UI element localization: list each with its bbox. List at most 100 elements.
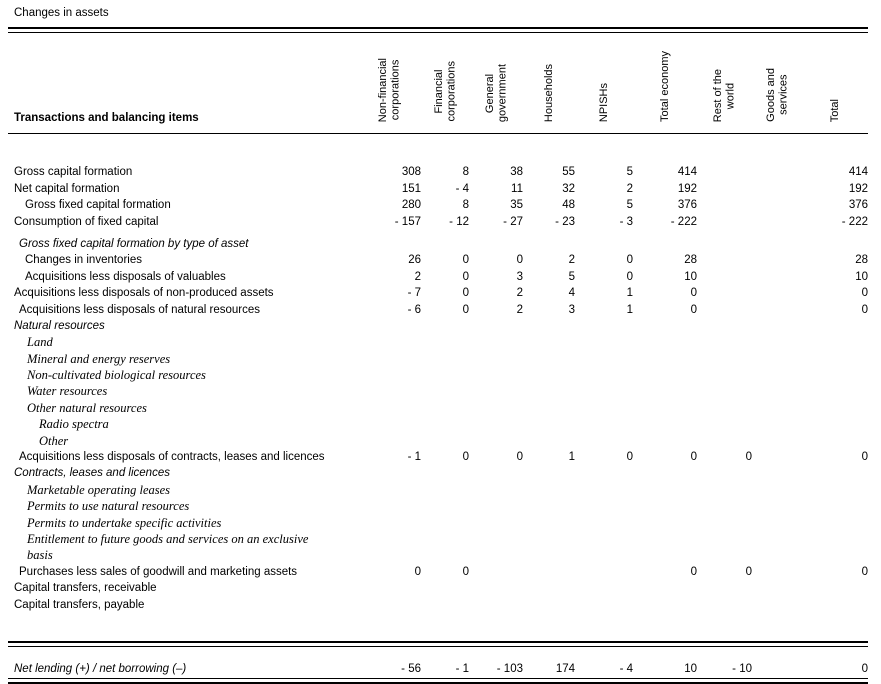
row-label: Gross capital formation: [14, 166, 133, 179]
cell-value: 0: [462, 287, 469, 300]
table-row: Capital transfers, receivable: [8, 579, 868, 595]
row-label: Water resources: [27, 384, 108, 399]
cell-value: [523, 317, 575, 333]
cell-value: [697, 415, 752, 431]
cell-value: [469, 349, 523, 365]
cell-value: [752, 431, 803, 447]
cell-value: [421, 398, 469, 414]
cell-value: [633, 333, 697, 349]
cell-value: 2: [626, 182, 633, 195]
cell-value: [469, 579, 523, 595]
cell-value: [697, 134, 752, 180]
cell-value: [358, 317, 421, 333]
row-label: Acquisitions less disposals of non-produ…: [14, 287, 274, 300]
cell-value: [523, 513, 575, 529]
cell-value: [575, 497, 633, 513]
cell-value: [803, 382, 868, 398]
cell-value: [523, 382, 575, 398]
table-body: Gross capital formation 308 8 38 55 5 414 414 Ne…: [8, 134, 868, 612]
cell-value: [469, 480, 523, 496]
cell-value: [697, 333, 752, 349]
cell-value: - 3: [619, 215, 633, 228]
table-row: Radio spectra: [8, 415, 868, 431]
cell-value: [469, 229, 523, 251]
row-label: Other natural resources: [27, 400, 147, 415]
cell-value: [803, 595, 868, 611]
cell-value: 0: [414, 565, 421, 578]
cell-value: 0: [690, 565, 697, 578]
column-header-label: Goods and services: [765, 68, 790, 122]
column-header-total: Total: [803, 33, 868, 134]
cell-value: 0: [462, 254, 469, 267]
cell-value: 0: [861, 303, 868, 316]
table-row: Acquisitions less disposals of natural r…: [8, 300, 868, 316]
cell-value: [469, 333, 523, 349]
cell-value: 5: [626, 199, 633, 212]
table-row: Capital transfers, payable: [8, 595, 868, 611]
cell-value: - 23: [555, 215, 575, 228]
mid-double-rule-cell: [8, 612, 868, 647]
cell-value: [697, 267, 752, 283]
row-label: Mineral and energy reserves: [27, 351, 171, 366]
cell-value: 0: [690, 303, 697, 316]
cell-value: [575, 333, 633, 349]
cell-value: 308: [401, 166, 421, 179]
cell-value: [575, 382, 633, 398]
table-row: Contracts, leases and licences: [8, 464, 868, 480]
column-header-label: Financial corporations: [432, 61, 458, 122]
row-label: Radio spectra: [39, 417, 109, 432]
row-label: Land: [27, 335, 53, 350]
cell-value: 0: [861, 451, 868, 464]
bottom-rule-cell: [8, 678, 868, 684]
cell-value: [575, 546, 633, 562]
cell-value: [752, 415, 803, 431]
cell-value: [469, 431, 523, 447]
cell-value: [421, 349, 469, 365]
cell-value: [697, 464, 752, 480]
row-label: Capital transfers, payable: [14, 598, 145, 611]
cell-value: [575, 349, 633, 365]
cell-value: [421, 415, 469, 431]
cell-value: [421, 480, 469, 496]
column-header-total-economy: Total economy: [633, 33, 697, 134]
cell-value: 28: [684, 254, 697, 267]
row-label: Net lending (+) / net borrowing (–): [8, 646, 358, 679]
cell-value: [633, 480, 697, 496]
cell-value: [633, 464, 697, 480]
row-label: Contracts, leases and licences: [14, 467, 170, 480]
cell-value: 5: [568, 270, 575, 283]
cell-value: [752, 546, 803, 562]
cell-value: [469, 398, 523, 414]
title-double-rule: [8, 27, 868, 33]
cell-value: [469, 595, 523, 611]
column-header-npishs: NPISHs: [575, 33, 633, 134]
cell-value: [358, 366, 421, 382]
column-header-label: General government: [483, 63, 509, 122]
table-row: Purchases less sales of goodwill and mar…: [8, 562, 868, 578]
cell-value: [523, 333, 575, 349]
cell-value: [575, 513, 633, 529]
cell-value: 5: [626, 166, 633, 179]
column-header-rest-of-the-world: Rest of the world: [697, 33, 752, 134]
table-row: basis: [8, 546, 868, 562]
cell-value: [633, 595, 697, 611]
cell-value: [633, 579, 697, 595]
cell-value: [752, 464, 803, 480]
cell-value: [803, 229, 868, 251]
table-row: Acquisitions less disposals of valuables…: [8, 267, 868, 283]
row-label: Changes in inventories: [25, 254, 142, 267]
cell-value: 10: [855, 270, 868, 283]
cell-value: [697, 431, 752, 447]
cell-value: [358, 480, 421, 496]
cell-value: [803, 464, 868, 480]
row-label: Entitlement to future goods and services…: [27, 531, 309, 546]
cell-value: - 222: [670, 215, 697, 228]
cell-value: 280: [401, 199, 421, 212]
cell-value: [469, 382, 523, 398]
cell-value: [803, 480, 868, 496]
cell-value: - 27: [503, 215, 523, 228]
cell-value: [803, 398, 868, 414]
cell-value: [633, 431, 697, 447]
cell-value: [633, 513, 697, 529]
cell-value: [575, 595, 633, 611]
